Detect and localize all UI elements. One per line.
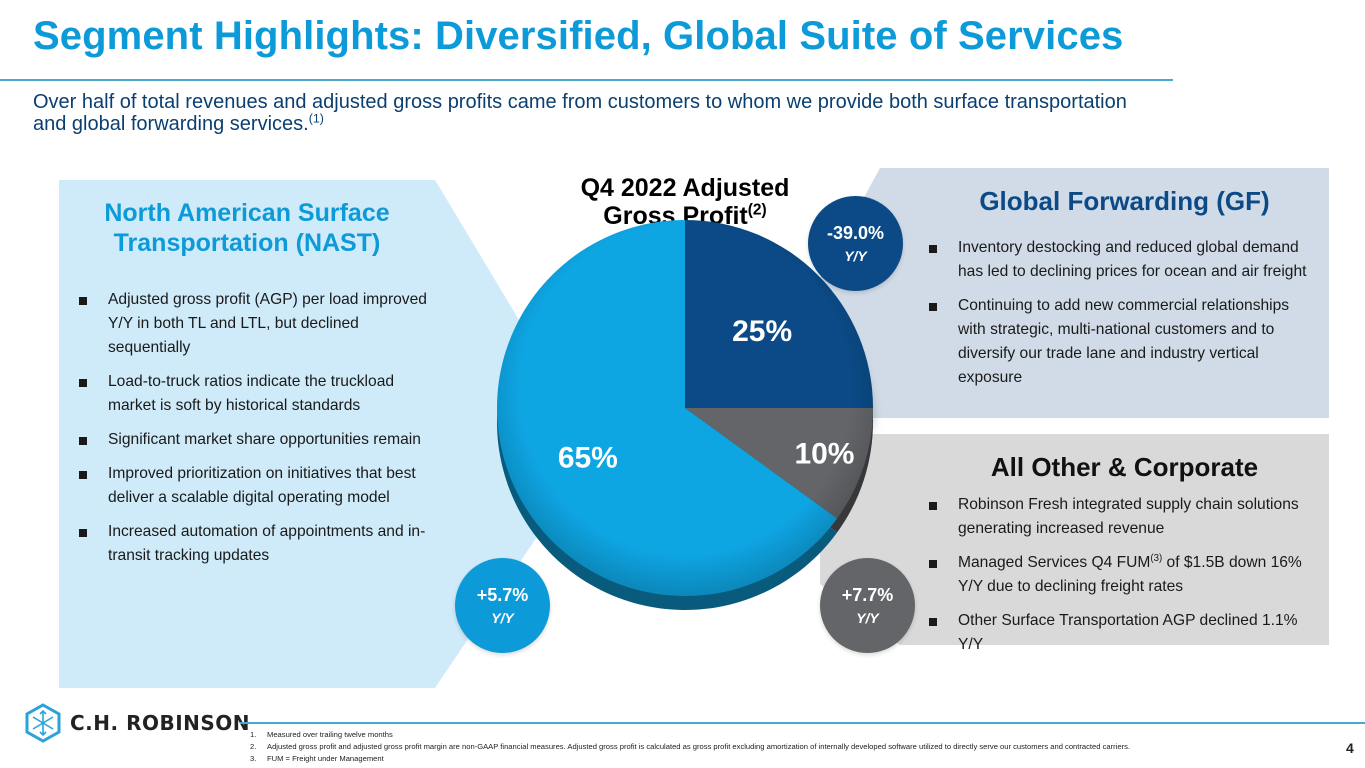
other-bullet-text: Managed Services Q4 FUM (958, 554, 1151, 571)
other-bullet-text: Other Surface Transportation AGP decline… (958, 612, 1298, 653)
company-logo: C.H. ROBINSON (24, 703, 250, 743)
subtitle-text: Over half of total revenues and adjusted… (33, 91, 1127, 135)
page-number: 4 (1346, 740, 1354, 756)
nast-bullet: Adjusted gross profit (AGP) per load imp… (70, 288, 430, 360)
footnote-number: 2. (250, 742, 257, 751)
subtitle-footnote-ref: (1) (308, 111, 324, 126)
chart-title-footnote-ref: (2) (747, 201, 767, 219)
other-heading: All Other & Corporate (990, 452, 1259, 482)
pie-slice-label: 10% (794, 437, 854, 470)
title-divider (0, 79, 1173, 81)
footnotes: 1. Measured over trailing twelve months 2… (250, 729, 1130, 765)
other-bullet-list: Robinson Fresh integrated supply chain s… (920, 493, 1320, 667)
footnote-number: 3. (250, 754, 257, 763)
nast-bullet: Improved prioritization on initiatives t… (70, 462, 430, 510)
other-bullet-text-cont: of $1.5B down 16% Y/Y due to declining f… (958, 554, 1302, 595)
nast-bullet: Increased automation of appointments and… (70, 520, 430, 568)
nast-heading: North American Surface Transportation (N… (59, 198, 435, 258)
gf-heading: Global Forwarding (GF) (979, 186, 1270, 216)
nast-heading-line1: North American Surface (104, 199, 390, 227)
nast-panel-wedge (435, 180, 555, 688)
footnote-text: FUM = Freight under Management (267, 754, 384, 763)
pie-labels: 25% 10% 65% (558, 315, 855, 475)
slide-subtitle: Over half of total revenues and adjusted… (33, 91, 1153, 135)
footnote-text: Adjusted gross profit and adjusted gross… (267, 742, 1131, 751)
pie-slice-label: 65% (558, 442, 618, 475)
footnote: 2. Adjusted gross profit and adjusted gro… (250, 741, 1130, 753)
gf-bullet-list: Inventory destocking and reduced global … (920, 236, 1320, 400)
other-panel (920, 434, 1329, 645)
footer-divider (240, 722, 1365, 724)
gf-yoy-label: Y/Y (844, 247, 867, 264)
nast-yoy-value: +5.7% (476, 584, 529, 605)
slide-title: Segment Highlights: Diversified, Global … (33, 14, 1124, 58)
pie-edge-shading (497, 220, 873, 596)
pie-slices (496, 220, 873, 596)
logo-text: C.H. ROBINSON (70, 711, 251, 735)
other-yoy-badge: +7.7% Y/Y (820, 558, 915, 653)
pie-slice-label: 25% (732, 315, 792, 348)
other-bullet-text: Robinson Fresh integrated supply chain s… (958, 496, 1299, 537)
nast-bullet: Significant market share opportunities r… (70, 428, 430, 452)
nast-heading-line2: Transportation (NAST) (113, 229, 381, 257)
nast-bullet: Load-to-truck ratios indicate the truckl… (70, 370, 430, 418)
footnote-text: Measured over trailing twelve months (267, 730, 393, 739)
other-bullet: Managed Services Q4 FUM(3) of $1.5B down… (920, 551, 1320, 599)
gf-bullet: Continuing to add new commercial relatio… (920, 294, 1320, 390)
footnote: 1. Measured over trailing twelve months (250, 729, 1130, 741)
other-yoy-value: +7.7% (841, 584, 894, 605)
fum-footnote-ref: (3) (1150, 552, 1163, 564)
other-yoy-label: Y/Y (856, 609, 879, 626)
nast-bullet-list: Adjusted gross profit (AGP) per load imp… (70, 288, 430, 578)
gf-panel (920, 168, 1329, 418)
pie-chart: 25% 10% 65% (496, 220, 873, 610)
other-bullet: Robinson Fresh integrated supply chain s… (920, 493, 1320, 541)
footnote: 3. FUM = Freight under Management (250, 753, 1130, 765)
other-bullet: Other Surface Transportation AGP decline… (920, 609, 1320, 657)
hexagon-cube-icon (25, 703, 61, 743)
footnote-number: 1. (250, 730, 257, 739)
gf-yoy-value: -39.0% (826, 222, 885, 243)
gf-bullet: Inventory destocking and reduced global … (920, 236, 1320, 284)
nast-panel (59, 180, 435, 688)
gf-yoy-badge: -39.0% Y/Y (808, 196, 903, 291)
nast-yoy-badge: +5.7% Y/Y (455, 558, 550, 653)
chart-title-line1: Q4 2022 Adjusted (580, 174, 790, 202)
nast-yoy-label: Y/Y (491, 609, 514, 626)
